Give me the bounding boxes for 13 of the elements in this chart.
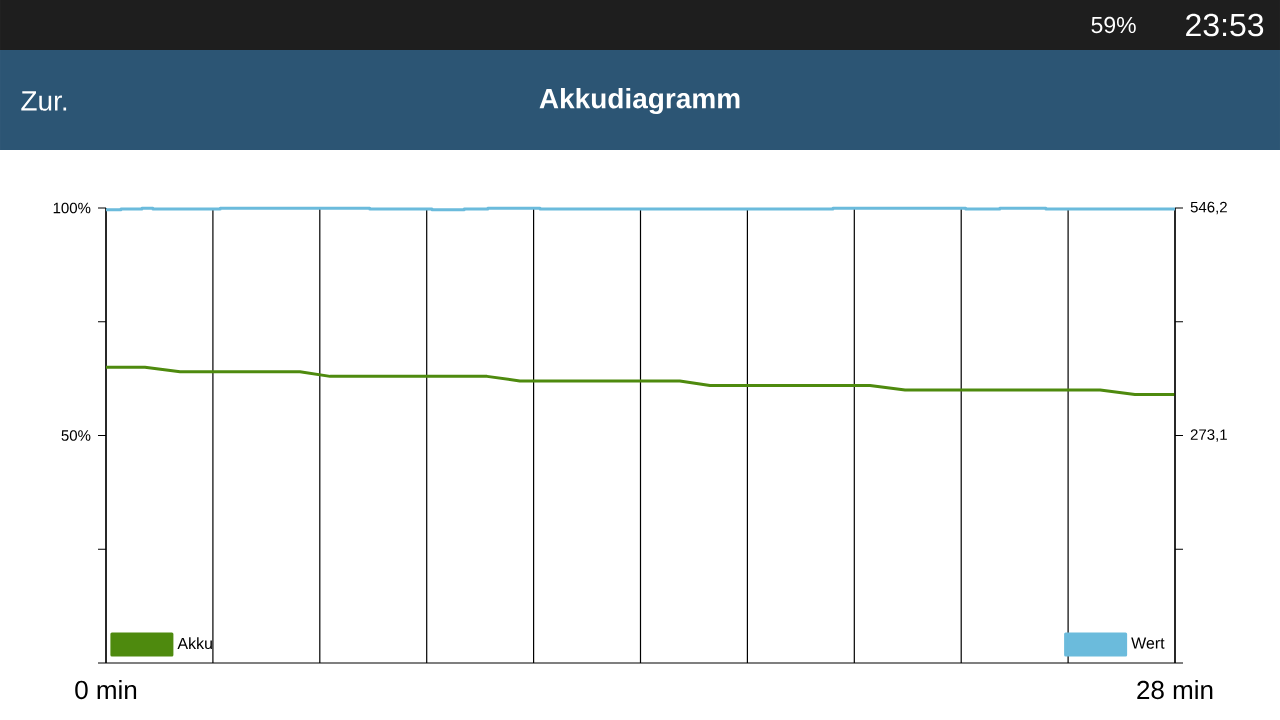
text: 59%: [1091, 16, 1136, 34]
legend-label: Akku: [177, 637, 212, 650]
text: 23:53: [1186, 13, 1264, 37]
y-tick-label: 50%: [61, 430, 91, 441]
x-tick-label: 28 min: [1137, 680, 1213, 700]
y2-tick-label: 273,1: [1190, 429, 1227, 442]
y2-tick-label: 546,2: [1190, 201, 1227, 215]
chart-title: Akkudiagramm: [539, 87, 740, 115]
legend-label: Wert: [1131, 637, 1165, 649]
x-tick-label: 0 min: [75, 680, 137, 700]
text: Zur.: [21, 91, 67, 111]
line-series: [104, 365, 1177, 397]
y-tick-label: 100%: [53, 202, 91, 214]
